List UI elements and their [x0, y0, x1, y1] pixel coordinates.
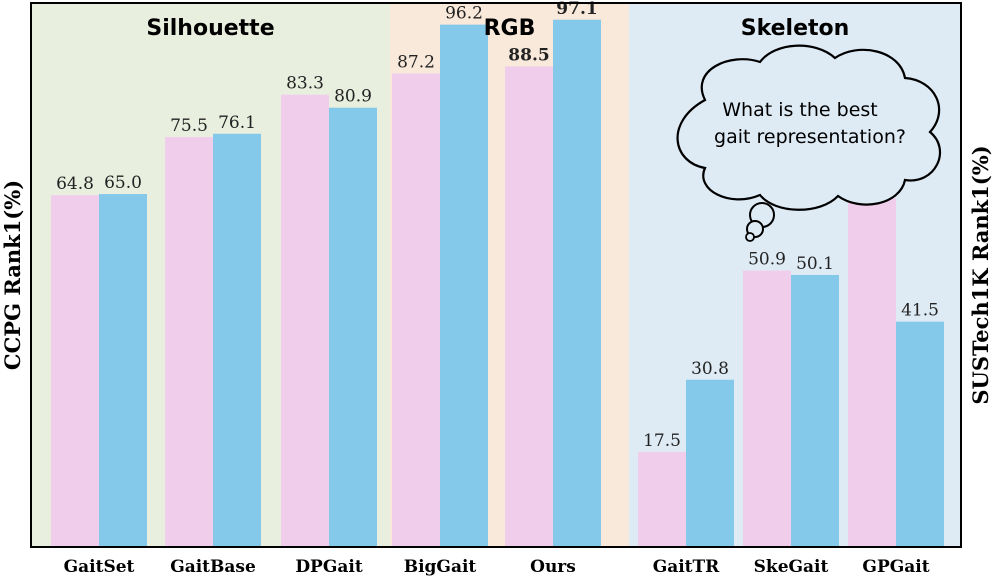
x-tick-labels: GaitSet GaitBase DPGait BigGait Ours GaitTR Sk… [64, 557, 930, 577]
x-tick-dpgait: DPGait [295, 557, 363, 577]
x-tick-skegait: SkeGait [754, 557, 829, 577]
bar-dpgait-s1 [281, 94, 329, 547]
value-label-ours-s2: 97.1 [556, 0, 597, 19]
cloud-shape [676, 44, 942, 211]
value-label-gaittr-s1: 17.5 [643, 431, 681, 451]
x-tick-gaittr: GaitTR [653, 557, 720, 577]
group-label-silhouette: Silhouette [146, 16, 274, 41]
group-label-skeleton: Skeleton [741, 16, 850, 41]
bar-gaittr-s1 [638, 451, 686, 547]
bar-ours-s1 [505, 66, 553, 547]
plot-frame [30, 2, 962, 548]
x-tick-gpgait: GPGait [862, 557, 929, 577]
bar-gaitset-s1 [51, 195, 99, 548]
value-label-ours-s1: 88.5 [508, 45, 549, 65]
group-labels: Silhouette RGB Skeleton [146, 16, 849, 41]
value-label-gaittr-s2: 30.8 [691, 359, 729, 379]
bar-gpgait-s1 [848, 198, 896, 548]
bubble-text-line-2: gait representation? [714, 126, 906, 148]
bar-gaittr-s2 [686, 379, 734, 547]
bar-gpgait-s2 [896, 321, 944, 547]
bar-gaitbase-s1 [165, 137, 213, 547]
bars [51, 19, 944, 548]
value-label-skegait-s1: 50.9 [748, 250, 786, 270]
value-label-gpgait-s2: 41.5 [901, 301, 939, 321]
value-label-biggait-s1: 87.2 [397, 53, 435, 73]
y-axis-label-left: CCPG Rank1(%) [0, 180, 25, 370]
bar-gaitset-s2 [99, 194, 147, 548]
bar-skegait-s2 [791, 274, 839, 547]
bar-gaitbase-s2 [213, 133, 261, 548]
bubble-dot-small [745, 232, 755, 242]
value-label-dpgait-s2: 80.9 [334, 87, 372, 107]
value-label-dpgait-s1: 83.3 [286, 74, 324, 94]
value-labels: 64.8 65.0 75.5 76.1 83.3 80.9 87.2 96.2 88.5 97.1… [56, 0, 939, 451]
bubble-text-line-1: What is the best [722, 99, 878, 121]
x-tick-gaitbase: GaitBase [170, 557, 256, 577]
value-label-skegait-s2: 50.1 [796, 254, 834, 274]
bar-biggait-s2 [440, 24, 488, 548]
value-label-gaitset-s2: 65.0 [104, 173, 142, 193]
x-tick-biggait: BigGait [404, 557, 477, 577]
thought-bubble: What is the best gait representation? [676, 44, 942, 242]
bar-ours-s2 [553, 19, 601, 547]
value-label-gaitbase-s1: 75.5 [170, 116, 208, 136]
x-tick-gaitset: GaitSet [64, 557, 135, 577]
value-label-biggait-s2: 96.2 [445, 4, 483, 24]
value-label-gaitset-s1: 64.8 [56, 174, 94, 194]
bar-biggait-s1 [392, 73, 440, 547]
x-tick-ours: Ours [530, 557, 576, 577]
group-label-rgb: RGB [484, 16, 536, 41]
y-axis-label-right: SUSTech1K Rank1(%) [968, 145, 993, 404]
bar-dpgait-s2 [329, 107, 377, 547]
value-label-gaitbase-s2: 76.1 [218, 113, 256, 133]
bar-skegait-s1 [743, 270, 791, 547]
